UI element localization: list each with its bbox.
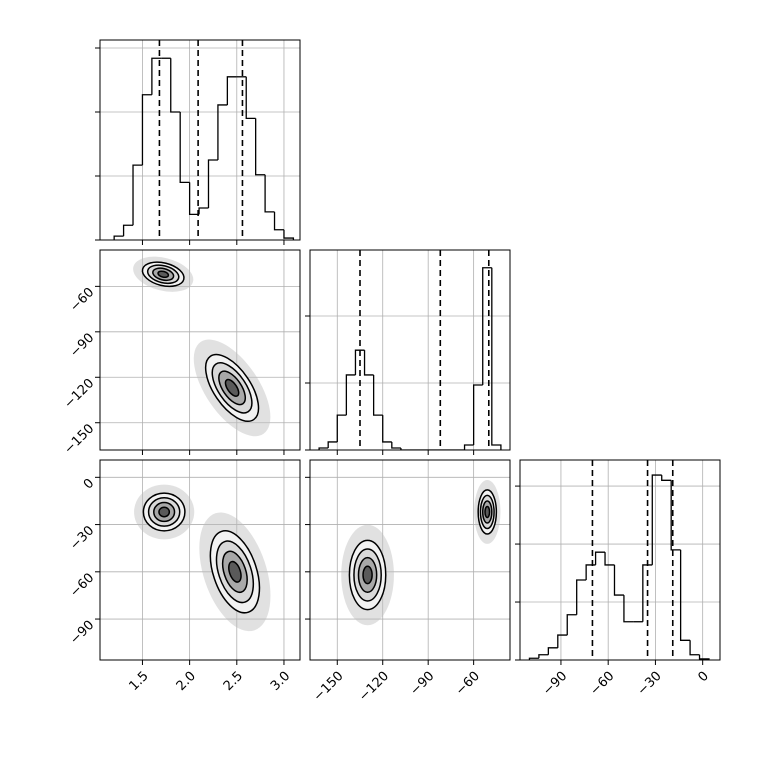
plot-area xyxy=(310,460,510,660)
plot-area xyxy=(310,250,510,450)
x-tick-label: 0 xyxy=(696,669,712,685)
x-tick-label: −90 xyxy=(540,669,570,699)
histogram-step xyxy=(318,447,329,450)
histogram-step xyxy=(113,235,124,240)
contour xyxy=(484,505,491,519)
histogram-step xyxy=(151,57,162,95)
histogram-step xyxy=(179,112,190,184)
x-tick-label: −120 xyxy=(356,669,392,705)
plot-area xyxy=(100,40,300,240)
panel-frame xyxy=(99,39,301,241)
histogram-step xyxy=(651,474,662,565)
y-tick-label: −150 xyxy=(61,421,97,457)
histogram-step xyxy=(382,415,392,443)
histogram-step xyxy=(679,549,691,641)
histogram-step xyxy=(122,224,134,237)
x-tick-label: −150 xyxy=(311,669,347,705)
x-tick-label: 2.5 xyxy=(221,669,246,694)
histogram-step xyxy=(698,654,710,660)
histogram-step xyxy=(594,551,606,565)
panel-frame xyxy=(309,459,511,661)
x-tick-label: 1.5 xyxy=(127,669,152,694)
x-tick-label: −60 xyxy=(453,669,483,699)
histogram-step xyxy=(613,564,624,596)
histogram-step xyxy=(372,374,383,416)
histogram-step xyxy=(336,414,347,442)
histogram-step xyxy=(623,595,634,623)
panel: −150 −120 −90 −60 xyxy=(61,249,301,457)
plot-area xyxy=(100,460,300,660)
histogram-step xyxy=(245,76,256,120)
panel: 1.5 2.0 2.5 3.0 −90 −60 −30 0 xyxy=(67,459,301,694)
y-tick-label: −30 xyxy=(67,523,97,553)
histogram-step xyxy=(141,94,152,166)
histogram-step xyxy=(255,118,266,176)
histogram-step xyxy=(345,374,356,416)
contour xyxy=(157,270,170,279)
histogram-step xyxy=(585,564,596,580)
histogram-step xyxy=(363,350,374,376)
plot-area xyxy=(520,460,720,660)
panel xyxy=(305,249,511,455)
histogram-step xyxy=(661,475,672,481)
panel-frame xyxy=(99,249,301,451)
histogram-step xyxy=(547,647,558,655)
histogram-step xyxy=(207,159,218,208)
x-tick-label: 2.0 xyxy=(174,669,199,694)
x-tick-label: −90 xyxy=(407,669,437,699)
contour xyxy=(224,378,240,397)
histogram-step xyxy=(566,614,577,636)
histogram-step xyxy=(472,384,483,445)
histogram-step xyxy=(557,634,568,648)
histogram-step xyxy=(273,211,284,231)
histogram-step xyxy=(689,640,700,656)
contour xyxy=(362,565,373,585)
y-tick-label: −90 xyxy=(67,618,97,648)
histogram-step xyxy=(482,267,492,386)
histogram-step xyxy=(576,579,587,615)
histogram-step xyxy=(642,564,653,622)
panel-frame xyxy=(99,459,301,661)
histogram-step xyxy=(188,182,200,216)
plot-area xyxy=(100,250,300,450)
x-tick-label: −30 xyxy=(635,669,665,699)
histogram-step xyxy=(463,444,474,450)
histogram-step xyxy=(198,207,209,215)
histogram-step xyxy=(491,267,502,450)
y-tick-label: −60 xyxy=(67,285,97,315)
histogram-step xyxy=(400,447,410,450)
panel-frame xyxy=(519,459,721,661)
histogram-step xyxy=(132,164,143,226)
contour xyxy=(228,560,242,583)
histogram-step xyxy=(670,480,681,551)
panel-frame xyxy=(309,249,511,451)
histogram-step xyxy=(264,174,275,213)
contour xyxy=(158,506,171,518)
histogram-step xyxy=(604,552,615,566)
histogram-step xyxy=(354,349,365,375)
y-tick-label: −120 xyxy=(61,376,97,412)
histogram-step xyxy=(327,441,338,448)
histogram-step xyxy=(217,104,228,160)
y-tick-label: −60 xyxy=(67,571,97,601)
panel: −90 −60 −30 0 xyxy=(515,459,721,699)
panel xyxy=(95,39,301,245)
y-tick-label: 0 xyxy=(81,476,97,492)
histogram-step xyxy=(226,76,237,105)
histogram-step xyxy=(528,657,539,660)
y-tick-label: −90 xyxy=(67,331,97,361)
panel: −150−120 −90 −60 xyxy=(305,459,511,705)
histogram-step xyxy=(170,58,181,113)
histogram-step xyxy=(283,229,295,240)
x-tick-label: −60 xyxy=(587,669,617,699)
histogram-step xyxy=(391,441,401,449)
histogram-step xyxy=(538,654,549,659)
x-tick-label: 3.0 xyxy=(268,669,293,694)
